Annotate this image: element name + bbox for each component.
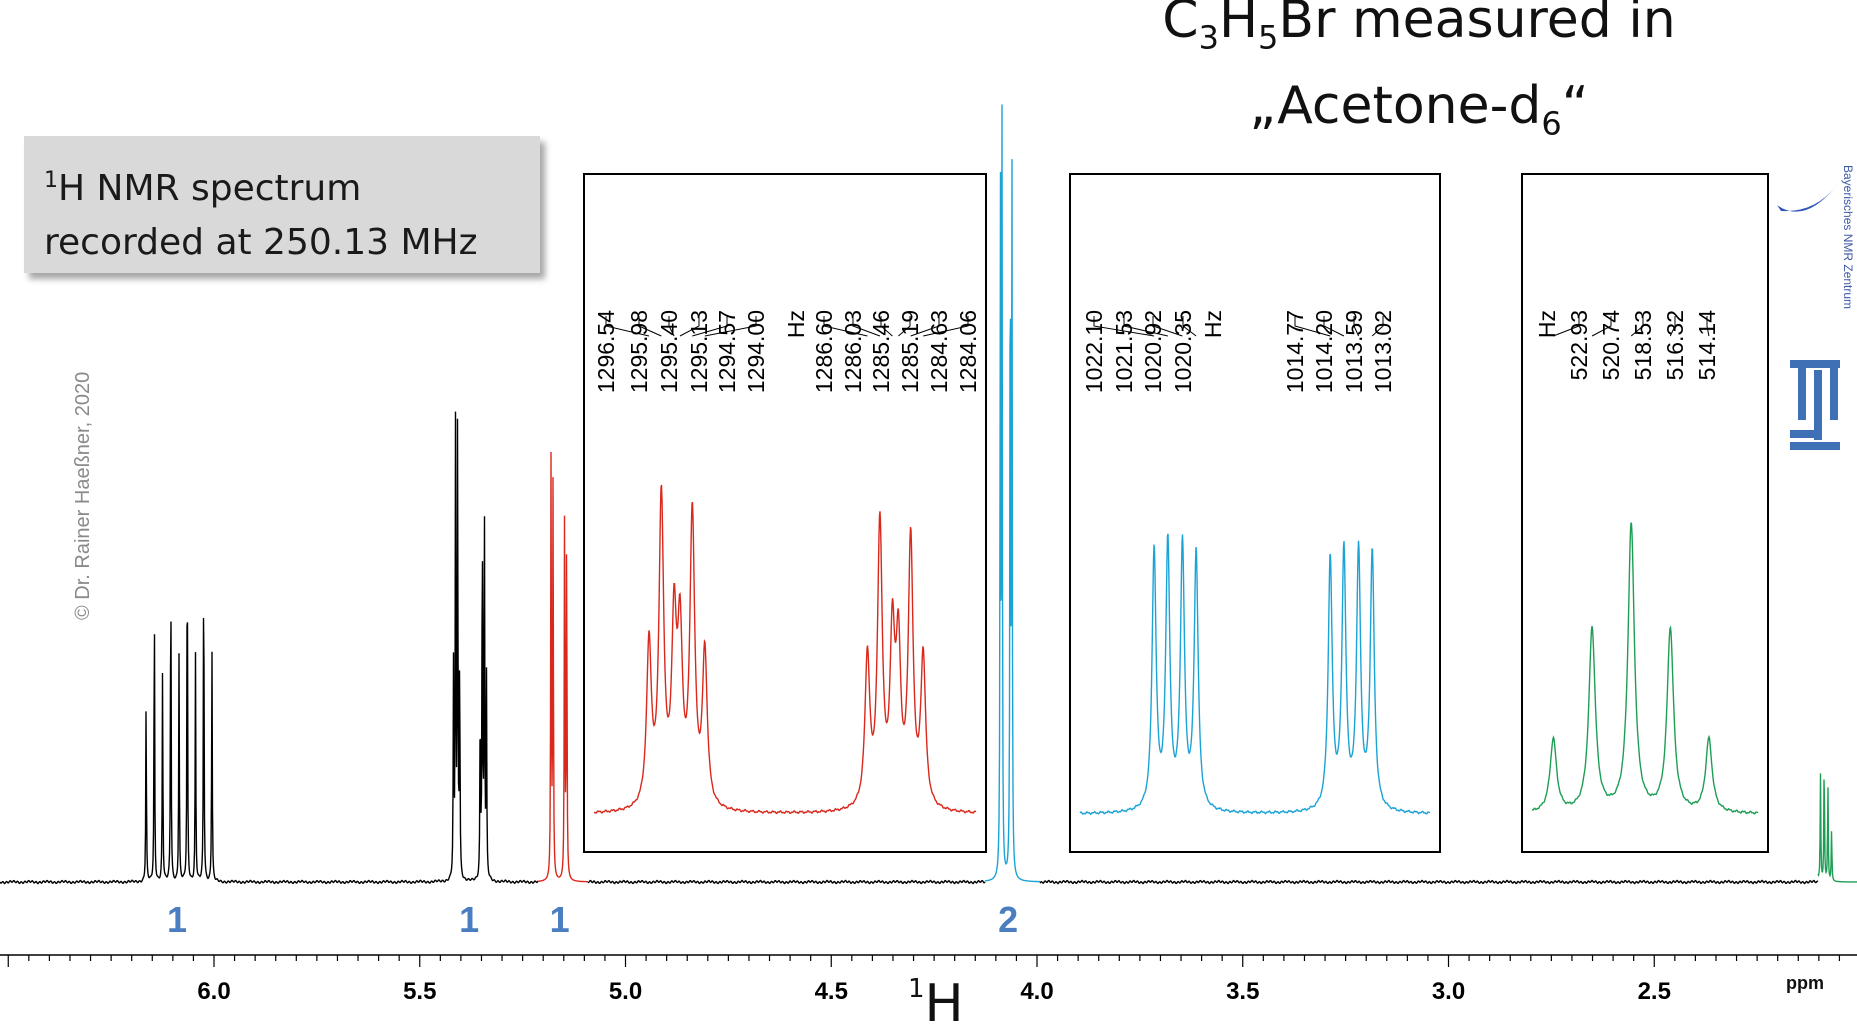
nucleus-label: 1H [908,973,964,1034]
inset-green-leader [1591,316,1612,337]
inset-blue-leader [1353,316,1360,337]
x-tick-label: 6.0 [197,978,230,1005]
x-axis-unit-label: ppm [1786,973,1824,993]
inset-red-leader [910,316,940,337]
inset-red-leader [692,316,728,337]
inset-green-unit-label: Hz [1534,310,1560,338]
inset-blue-leader [1323,316,1345,337]
inset-green-leader [1553,316,1580,337]
inset-red-leader [668,316,675,337]
inset-red-leader [898,316,911,337]
inset-red-leader [880,316,893,337]
title-line-2: „Acetone-d6“ [1249,76,1589,143]
inset-red-leader [704,316,757,337]
inset-blue-leader [1182,316,1197,337]
copyright-notice: © Dr. Rainer Haeßner, 2020 [72,371,94,620]
inset-blue-unit-label: Hz [1200,310,1226,338]
spectrum-trace-blue [985,104,1040,883]
x-tick-label: 3.5 [1226,978,1259,1005]
inset-green-leader [1630,316,1644,337]
integral-label: 1 [167,899,187,940]
inset-blue-leader [1152,316,1183,337]
inset-red-leader [823,316,868,337]
spectrum-trace-red [537,451,588,883]
inset-red-leader [852,316,881,337]
x-tick-label: 5.5 [403,978,436,1005]
integral-label: 2 [998,899,1018,940]
info-line-2: recorded at 250.13 MHz [44,222,478,263]
inset-red-frame [583,173,987,853]
x-tick-label: 4.0 [1020,978,1053,1005]
inset-blue-leader [1123,316,1168,337]
integral-label: 1 [459,899,479,940]
title-line-1: C3H5Br measured in [1162,0,1676,57]
inset-blue-leader [1294,316,1331,337]
x-tick-label: 4.5 [815,978,848,1005]
inset-red-trace [593,484,977,815]
inset-red-leader [638,316,662,337]
inset-blue-leader [1371,316,1384,337]
x-tick-label: 3.0 [1432,978,1465,1005]
spectrum-trace-green [1817,773,1857,883]
tum-logo-icon [1790,360,1840,450]
x-tick-label: 2.5 [1638,978,1671,1005]
inset-green-trace [1532,522,1759,815]
inset-red-leader [923,316,969,337]
x-tick-label: 5.0 [609,978,642,1005]
inset-green-leader [1669,316,1676,337]
spectrum-trace-black-middle [587,879,986,885]
inset-blue-frame [1069,173,1441,853]
bnmr-logo-icon [1777,185,1837,212]
acquisition-info-box: 1H NMR spectrum recorded at 250.13 MHz [24,136,540,273]
inset-green-frame [1521,173,1769,853]
bnmr-logo-text: Bayerisches NMR Zentrum [1841,165,1855,310]
integral-label: 1 [550,899,570,940]
inset-red-unit-label: Hz [783,310,809,338]
inset-red-leader [679,316,700,337]
inset-blue-trace [1079,533,1431,815]
inset-green-leader [1706,316,1710,337]
inset-blue-leader [1093,316,1155,337]
info-line-1: 1H NMR spectrum [44,168,362,209]
inset-red-leader [605,316,650,337]
spectrum-trace-black-left [0,411,539,885]
spectrum-trace-black-right [1039,879,1819,885]
